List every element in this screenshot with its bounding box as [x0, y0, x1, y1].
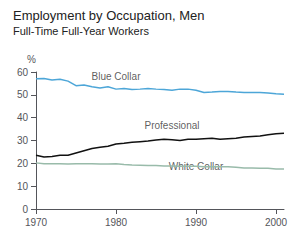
svg-text:Full-Time Full-Year Workers: Full-Time Full-Year Workers [13, 25, 149, 37]
svg-text:1990: 1990 [185, 217, 208, 228]
svg-text:0: 0 [22, 204, 28, 215]
svg-text:10: 10 [17, 181, 29, 192]
svg-text:1970: 1970 [25, 217, 48, 228]
svg-text:Employment by Occupation, Men: Employment by Occupation, Men [13, 8, 204, 23]
svg-text:40: 40 [17, 112, 29, 123]
svg-text:20: 20 [17, 158, 29, 169]
svg-text:White Collar: White Collar [168, 161, 224, 173]
svg-text:1980: 1980 [105, 217, 128, 228]
svg-text:2000: 2000 [265, 217, 288, 228]
svg-text:Professional: Professional [144, 120, 199, 131]
svg-text:60: 60 [17, 67, 29, 78]
svg-text:30: 30 [17, 135, 29, 146]
svg-text:%: % [27, 54, 36, 65]
svg-text:Blue Collar: Blue Collar [92, 71, 142, 82]
svg-text:50: 50 [17, 89, 29, 100]
